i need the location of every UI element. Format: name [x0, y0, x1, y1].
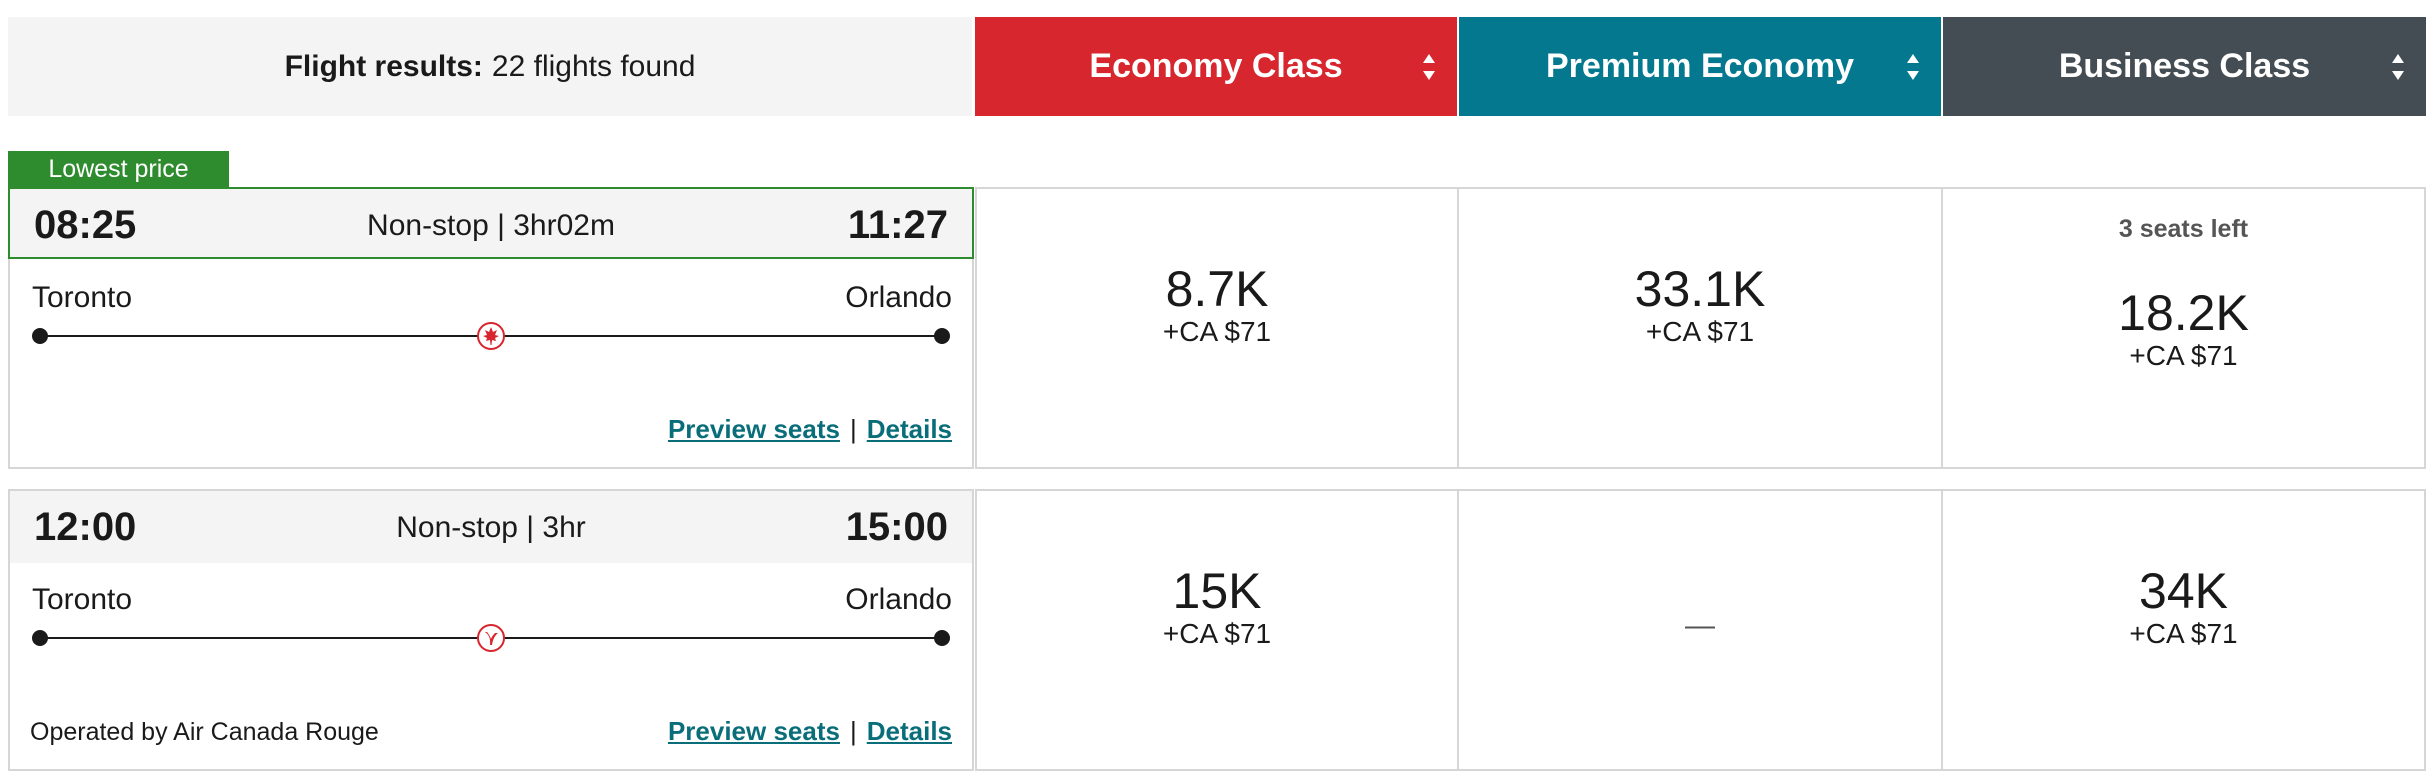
air-canada-rouge-icon — [477, 624, 505, 652]
results-label: Flight results: — [284, 49, 483, 83]
destination-dot — [934, 630, 950, 646]
sort-premium-economy-button[interactable]: Premium Economy — [1459, 17, 1941, 116]
destination-city: Orlando — [845, 281, 952, 314]
details-link[interactable]: Details — [866, 414, 952, 444]
economy-label: Economy Class — [1089, 47, 1343, 85]
origin-dot — [32, 630, 48, 646]
destination-city: Orlando — [845, 583, 952, 616]
fare-premium-economy-unavailable: — — [1457, 489, 1943, 771]
flight-times-bar: 08:25 Non-stop | 3hr02m 11:27 — [8, 187, 974, 259]
origin-city: Toronto — [32, 281, 133, 314]
flight-links: Preview seats | Details — [668, 716, 952, 747]
premium-economy-label: Premium Economy — [1546, 47, 1854, 85]
fare-economy[interactable]: 8.7K +CA $71 — [975, 187, 1459, 469]
operated-by: Operated by Air Canada Rouge — [30, 718, 379, 746]
fare-taxes: +CA $71 — [1645, 316, 1755, 347]
details-link[interactable]: Details — [866, 716, 952, 746]
air-canada-maple-leaf-icon — [477, 322, 505, 350]
fare-taxes: +CA $71 — [2129, 340, 2238, 371]
flight-duration: Non-stop | 3hr02m — [367, 209, 615, 242]
origin-city: Toronto — [32, 583, 133, 616]
arrival-time: 11:27 — [847, 203, 948, 247]
origin-dot — [32, 328, 48, 344]
fare-business[interactable]: 3 seats left 18.2K +CA $71 — [1941, 187, 2426, 469]
fare-taxes: +CA $71 — [1162, 618, 1272, 649]
sort-business-button[interactable]: Business Class — [1943, 17, 2426, 116]
link-separator: | — [849, 414, 857, 444]
sort-icon — [1907, 54, 1919, 80]
sort-icon — [2392, 54, 2404, 80]
sort-icon — [1423, 54, 1435, 80]
fare-points: 34K — [2139, 563, 2228, 619]
flight-card: 08:25 Non-stop | 3hr02m 11:27 Toronto Or… — [8, 187, 974, 469]
fare-taxes: +CA $71 — [1162, 316, 1272, 347]
flight-duration: Non-stop | 3hr — [396, 511, 586, 544]
flight-times-bar: 12:00 Non-stop | 3hr 15:00 — [10, 491, 972, 563]
fare-points: 18.2K — [2118, 285, 2249, 341]
destination-dot — [934, 328, 950, 344]
business-label: Business Class — [2058, 47, 2311, 85]
badge-label: Lowest price — [48, 154, 189, 183]
departure-time: 08:25 — [34, 203, 137, 247]
fare-premium-economy[interactable]: 33.1K +CA $71 — [1457, 187, 1943, 469]
seats-left-notice: 3 seats left — [2118, 215, 2249, 243]
unavailable-dash: — — [1685, 609, 1715, 642]
fare-points: 8.7K — [1165, 261, 1269, 317]
link-separator: | — [849, 716, 857, 746]
fare-points: 33.1K — [1634, 261, 1766, 317]
fare-business[interactable]: 34K +CA $71 — [1941, 489, 2426, 771]
fare-taxes: +CA $71 — [2129, 618, 2238, 649]
arrival-time: 15:00 — [845, 505, 948, 549]
flight-results-summary: Flight results: 22 flights found — [8, 17, 972, 116]
preview-seats-link[interactable]: Preview seats — [667, 716, 840, 746]
sort-economy-button[interactable]: Economy Class — [975, 17, 1457, 116]
fare-economy[interactable]: 15K +CA $71 — [975, 489, 1459, 771]
results-count: 22 flights found — [491, 49, 696, 83]
fare-points: 15K — [1172, 563, 1262, 619]
flight-card: 12:00 Non-stop | 3hr 15:00 Toronto Orlan… — [8, 489, 974, 771]
departure-time: 12:00 — [34, 505, 137, 549]
lowest-price-badge: Lowest price — [8, 151, 229, 187]
preview-seats-link[interactable]: Preview seats — [667, 414, 840, 444]
flight-links: Preview seats | Details — [668, 414, 952, 445]
